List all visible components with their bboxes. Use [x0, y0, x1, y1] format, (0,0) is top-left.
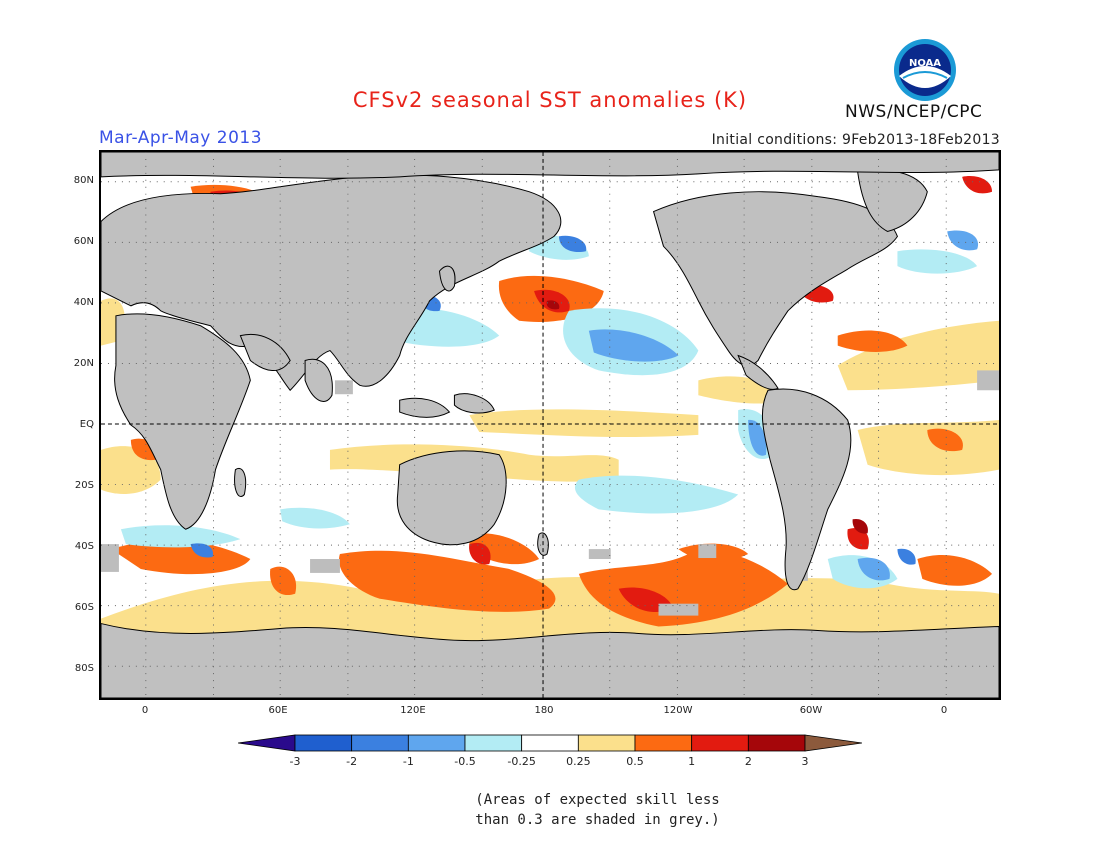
- lon-label: 120E: [400, 705, 426, 716]
- lat-label: 80N: [73, 175, 94, 186]
- lat-label: EQ: [79, 419, 94, 430]
- season-label: Mar-Apr-May 2013: [99, 128, 263, 148]
- lat-label: 60S: [74, 602, 94, 613]
- skill-note-line-2: than 0.3 are shaded in grey.): [475, 812, 720, 828]
- lon-label: 120W: [663, 705, 693, 716]
- colorbar-label: -3: [289, 755, 301, 768]
- colorbar-bin: [294, 734, 353, 752]
- colorbar-label: 3: [801, 755, 809, 768]
- land: [101, 152, 999, 698]
- noaa-logo-icon: NOAA: [894, 39, 956, 101]
- lon-label: 180: [534, 705, 554, 716]
- agency-label: NWS/NCEP/CPC: [845, 102, 983, 122]
- colorbar-label: -0.25: [507, 755, 536, 768]
- lat-label: 20S: [74, 480, 94, 491]
- colorbar-label: -0.5: [454, 755, 476, 768]
- colorbar-bin: [464, 734, 523, 752]
- colorbar-label: 0.5: [626, 755, 644, 768]
- colorbar-max-triangle: [804, 734, 862, 752]
- map-title: CFSv2 seasonal SST anomalies (K): [352, 88, 748, 112]
- colorbar-bin: [747, 734, 806, 752]
- lat-label: 40N: [73, 297, 94, 308]
- colorbar-bin: [407, 734, 466, 752]
- lon-label: 0: [141, 705, 149, 716]
- colorbar-bin: [634, 734, 693, 752]
- lat-label: 20N: [73, 358, 94, 369]
- sst-anomaly-map: [99, 150, 1001, 700]
- lon-label: 60W: [799, 705, 823, 716]
- colorbar-label: 2: [744, 755, 752, 768]
- lon-label: 60E: [268, 705, 288, 716]
- svg-text:NOAA: NOAA: [909, 58, 941, 69]
- graticule: [101, 152, 999, 698]
- colorbar: [238, 734, 862, 752]
- colorbar-label: 1: [688, 755, 696, 768]
- skill-note-line-1: (Areas of expected skill less: [475, 792, 720, 808]
- lat-label: 80S: [74, 663, 94, 674]
- colorbar-bin: [521, 734, 579, 752]
- colorbar-label: -1: [402, 755, 414, 768]
- colorbar-min-triangle: [238, 734, 296, 752]
- lon-label: 0: [940, 705, 948, 716]
- lat-label: 40S: [74, 541, 94, 552]
- initial-conditions-label: Initial conditions: 9Feb2013-18Feb2013: [711, 132, 1000, 148]
- colorbar-bin: [351, 734, 409, 752]
- low-skill-mask: [101, 370, 999, 616]
- colorbar-label: -2: [346, 755, 358, 768]
- colorbar-label: 0.25: [566, 755, 591, 768]
- colorbar-bin: [691, 734, 749, 752]
- colorbar-bin: [577, 734, 636, 752]
- lat-label: 60N: [73, 236, 94, 247]
